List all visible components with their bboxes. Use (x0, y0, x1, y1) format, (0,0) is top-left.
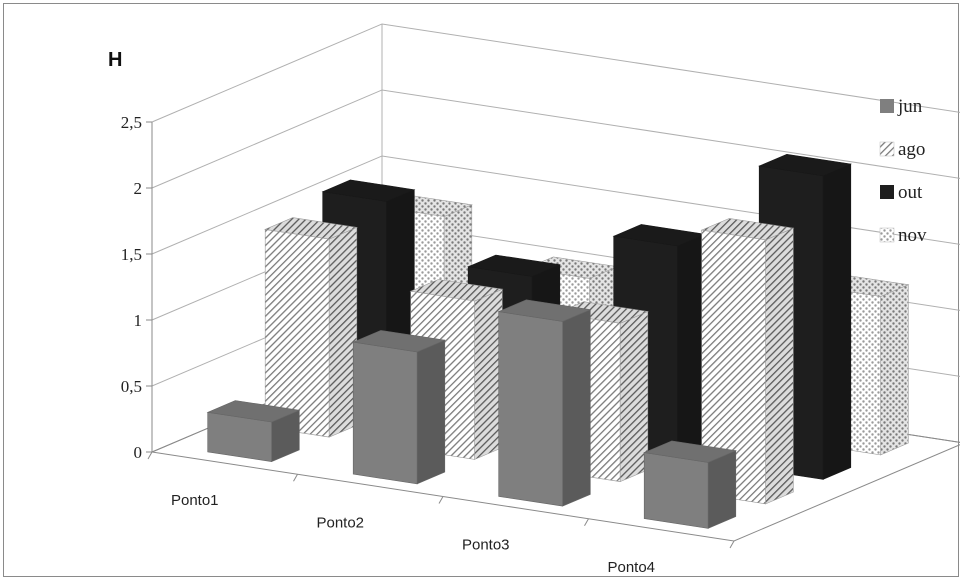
bar-top-face (467, 254, 561, 277)
bar-side-face (562, 309, 591, 507)
chart-title: H (108, 49, 122, 71)
gridline (151, 23, 960, 123)
legend-swatch (880, 185, 894, 199)
bars (206, 153, 910, 529)
bar-side-face (765, 227, 794, 505)
bar-top-face (700, 218, 795, 241)
legend-item-out: out (880, 182, 923, 203)
bar-top-face (409, 279, 504, 302)
legend-item-ago: ago (879, 139, 925, 160)
bar-side-face (416, 339, 446, 485)
bar-side-face (880, 284, 909, 456)
y-tick-label: 0,5 (121, 377, 142, 396)
legend-label: out (898, 182, 923, 203)
bar-ago-Ponto1 (264, 217, 358, 438)
x-tick-mark (147, 451, 153, 460)
bar-top-face (497, 299, 592, 322)
x-tick-label: Ponto1 (171, 492, 219, 509)
x-tick-mark (293, 474, 298, 482)
bar-top-face (758, 153, 852, 177)
bar-top-face (352, 330, 446, 353)
bar-side-face (822, 163, 852, 480)
bar-jun-Ponto4 (643, 440, 737, 529)
chart-frame: 0 0,5 1 1,5 2 2,5 Ponto1 Ponto2 Ponto3 Ponto4 H j… (3, 3, 960, 577)
bar-top-face (264, 217, 358, 240)
x-tick-mark (438, 496, 444, 504)
x-tick-label: Ponto2 (316, 514, 364, 531)
legend-swatch (879, 141, 895, 157)
legend-swatch (879, 227, 895, 243)
axis-labels: 0 0,5 1 1,5 2 2,5 Ponto1 Ponto2 Ponto3 Ponto4 (121, 113, 655, 576)
bar-side-face (707, 450, 737, 529)
legend: jun ago out nov (879, 96, 927, 246)
bar-side-face (328, 226, 358, 438)
legend-item-nov: nov (879, 225, 927, 246)
chart-3d-bar: 0 0,5 1 1,5 2 2,5 Ponto1 Ponto2 Ponto3 Ponto4 H j… (108, 23, 960, 576)
bar-top-face (321, 179, 416, 202)
bar-side-face (619, 311, 649, 483)
x-tick-label: Ponto4 (607, 559, 655, 576)
bar-side-face (474, 288, 503, 460)
y-tick-label: 2,5 (121, 113, 142, 132)
y-tick-label: 1 (134, 311, 143, 330)
y-tick-label: 0 (134, 443, 143, 462)
bar-front-face (498, 311, 564, 507)
legend-item-jun: jun (880, 96, 923, 117)
legend-swatch (880, 99, 894, 113)
bar-jun-Ponto1 (206, 400, 301, 463)
bar-top-face (555, 301, 649, 324)
bar-top-face (206, 400, 301, 423)
bar-top-face (643, 440, 737, 463)
legend-label: jun (897, 96, 923, 117)
x-tick-mark (584, 518, 589, 526)
x-tick-mark (729, 540, 735, 549)
y-tick-label: 2 (134, 179, 143, 198)
x-tick-label: Ponto3 (462, 537, 510, 554)
bar-jun-Ponto2 (352, 330, 446, 485)
bar-front-face (264, 229, 330, 438)
bar-front-face (643, 452, 709, 529)
bar-ago-Ponto4 (700, 218, 795, 505)
legend-label: nov (898, 225, 927, 246)
bar-front-face (352, 341, 418, 485)
y-tick-label: 1,5 (121, 245, 142, 264)
bar-side-face (677, 233, 706, 458)
bar-jun-Ponto3 (497, 299, 592, 507)
legend-label: ago (898, 139, 925, 160)
